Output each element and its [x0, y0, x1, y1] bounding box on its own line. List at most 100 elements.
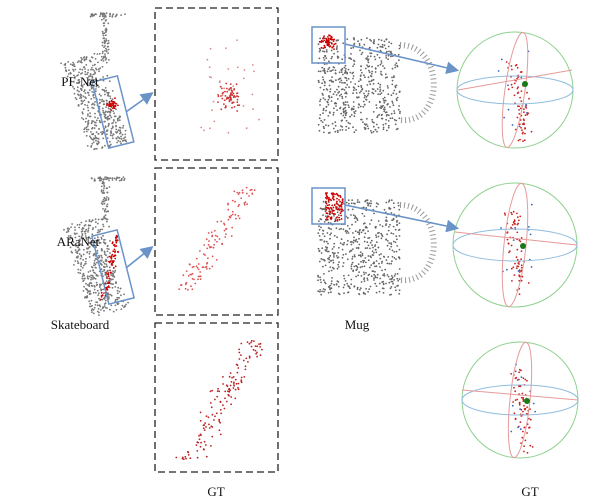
- point: [89, 60, 91, 62]
- point: [83, 265, 85, 267]
- point: [211, 390, 213, 392]
- point: [362, 52, 364, 54]
- point: [249, 189, 251, 191]
- point: [102, 66, 104, 68]
- point: [358, 107, 360, 109]
- point: [95, 122, 97, 124]
- point: [356, 218, 358, 220]
- point: [89, 251, 91, 253]
- point: [119, 130, 121, 132]
- point: [335, 69, 337, 71]
- point: [244, 204, 246, 206]
- point: [86, 57, 88, 59]
- point: [85, 224, 87, 226]
- point: [381, 60, 383, 62]
- point: [333, 198, 335, 200]
- point: [83, 286, 85, 288]
- point: [373, 93, 375, 95]
- point: [391, 84, 393, 86]
- point: [364, 215, 366, 217]
- point: [368, 81, 370, 83]
- point: [101, 186, 103, 188]
- point: [353, 63, 355, 65]
- point: [81, 228, 83, 230]
- point: [322, 76, 324, 78]
- point: [321, 239, 323, 241]
- point: [318, 220, 320, 222]
- point: [510, 431, 512, 433]
- point: [211, 231, 213, 233]
- point: [225, 47, 227, 49]
- point: [328, 210, 330, 212]
- point: [209, 268, 211, 270]
- point: [232, 85, 234, 87]
- point: [324, 55, 326, 57]
- point: [362, 106, 364, 108]
- point: [384, 107, 386, 109]
- point: [393, 241, 395, 243]
- point: [519, 216, 521, 218]
- point: [369, 248, 371, 250]
- point: [91, 178, 93, 180]
- point: [217, 101, 219, 103]
- point: [89, 220, 91, 222]
- point: [237, 364, 239, 366]
- point: [331, 216, 333, 218]
- point: [119, 177, 121, 179]
- point: [398, 293, 400, 295]
- point: [397, 66, 399, 68]
- point: [517, 216, 519, 218]
- point: [78, 91, 80, 93]
- point: [377, 88, 379, 90]
- point: [367, 55, 369, 57]
- point: [361, 266, 363, 268]
- point: [328, 125, 330, 127]
- point: [109, 186, 111, 188]
- point: [101, 59, 103, 61]
- point: [319, 117, 321, 119]
- point: [227, 385, 229, 387]
- point: [358, 244, 360, 246]
- point: [355, 265, 357, 267]
- point: [102, 42, 104, 44]
- point: [101, 292, 103, 294]
- point: [517, 259, 519, 261]
- point: [251, 346, 253, 348]
- point: [321, 208, 323, 210]
- point: [112, 287, 114, 289]
- point: [355, 110, 357, 112]
- point: [74, 260, 76, 262]
- point: [349, 72, 351, 74]
- point: [232, 200, 234, 202]
- point: [376, 131, 378, 133]
- point: [70, 226, 72, 228]
- point: [343, 102, 345, 104]
- point: [346, 283, 348, 285]
- point: [107, 211, 109, 213]
- point: [236, 383, 238, 385]
- point: [386, 76, 388, 78]
- point: [376, 292, 378, 294]
- point: [112, 177, 114, 179]
- point: [99, 102, 101, 104]
- point: [105, 259, 107, 261]
- point: [348, 127, 350, 129]
- point: [366, 247, 368, 249]
- point: [382, 118, 384, 120]
- point: [516, 256, 518, 258]
- point: [339, 219, 341, 221]
- point: [322, 233, 324, 235]
- point: [378, 39, 380, 41]
- point: [78, 272, 80, 274]
- point: [346, 112, 348, 114]
- point: [367, 203, 369, 205]
- point: [361, 281, 363, 283]
- point: [240, 354, 242, 356]
- point: [210, 402, 212, 404]
- point: [228, 395, 230, 397]
- point: [526, 112, 528, 114]
- point: [88, 300, 90, 302]
- point: [324, 119, 326, 121]
- point: [369, 39, 371, 41]
- point: [105, 106, 107, 108]
